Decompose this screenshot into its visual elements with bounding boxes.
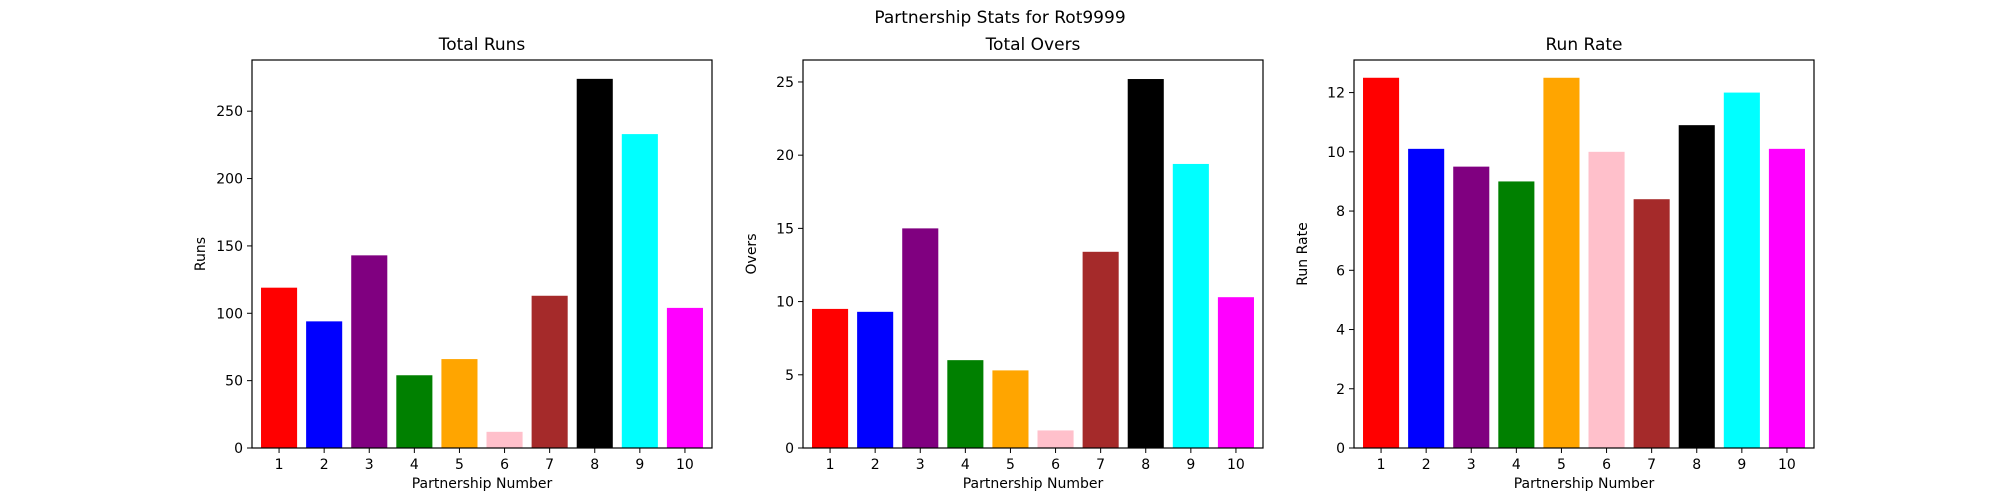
bar xyxy=(396,375,433,448)
x-tick-label: 5 xyxy=(1557,457,1566,473)
x-tick-label: 1 xyxy=(826,457,835,473)
x-tick-label: 8 xyxy=(590,457,599,473)
bar xyxy=(1037,430,1074,448)
bar xyxy=(1453,166,1490,448)
x-tick-label: 7 xyxy=(1096,457,1105,473)
x-tick-label: 9 xyxy=(1737,457,1746,473)
y-tick-label: 15 xyxy=(776,221,794,237)
y-axis-label: Run Rate xyxy=(1295,222,1311,285)
figure-title: Partnership Stats for Rot9999 xyxy=(874,8,1126,28)
x-tick-label: 9 xyxy=(635,457,644,473)
y-axis-label: Overs xyxy=(744,234,760,275)
y-tick-label: 50 xyxy=(225,374,243,390)
x-tick-label: 10 xyxy=(1227,457,1245,473)
bar xyxy=(576,78,613,449)
x-tick-label: 2 xyxy=(871,457,880,473)
y-tick-label: 25 xyxy=(776,75,794,91)
bar xyxy=(992,370,1029,448)
bar xyxy=(947,360,984,448)
x-tick-label: 2 xyxy=(1422,457,1431,473)
x-tick-label: 3 xyxy=(916,457,925,473)
y-tick-label: 250 xyxy=(216,104,243,120)
y-tick-label: 0 xyxy=(785,441,794,457)
bar xyxy=(1678,125,1715,448)
x-tick-label: 8 xyxy=(1692,457,1701,473)
bar xyxy=(812,308,849,448)
bar xyxy=(1633,199,1670,448)
y-axis-label: Runs xyxy=(193,237,209,271)
bar xyxy=(857,311,894,448)
x-tick-label: 4 xyxy=(410,457,419,473)
y-tick-label: 12 xyxy=(1327,86,1345,102)
bar xyxy=(902,228,939,448)
x-tick-label: 3 xyxy=(365,457,374,473)
x-tick-label: 8 xyxy=(1141,457,1150,473)
bar xyxy=(531,295,568,448)
y-tick-label: 6 xyxy=(1336,263,1345,279)
x-tick-label: 5 xyxy=(455,457,464,473)
x-tick-label: 2 xyxy=(320,457,329,473)
x-tick-label: 4 xyxy=(1512,457,1521,473)
panel-title: Total Runs xyxy=(438,35,526,55)
axes-frame xyxy=(1353,59,1815,449)
bar xyxy=(1082,251,1119,448)
y-tick-label: 20 xyxy=(776,148,794,164)
y-tick-label: 0 xyxy=(1336,441,1345,457)
bar xyxy=(351,255,388,448)
x-tick-label: 6 xyxy=(500,457,509,473)
bar xyxy=(441,359,478,448)
x-tick-label: 3 xyxy=(1467,457,1476,473)
y-tick-label: 8 xyxy=(1336,204,1345,220)
bar xyxy=(1543,77,1580,449)
x-tick-label: 7 xyxy=(545,457,554,473)
x-tick-label: 4 xyxy=(961,457,970,473)
x-tick-label: 7 xyxy=(1647,457,1656,473)
bar xyxy=(1217,297,1254,448)
y-tick-label: 150 xyxy=(216,239,243,255)
x-tick-label: 10 xyxy=(1778,457,1796,473)
axes-frame xyxy=(251,59,713,449)
x-axis-label: Partnership Number xyxy=(963,476,1104,492)
bar xyxy=(261,287,298,448)
x-tick-label: 9 xyxy=(1186,457,1195,473)
bar xyxy=(1408,148,1445,448)
x-axis-label: Partnership Number xyxy=(1514,476,1655,492)
bar xyxy=(306,321,343,448)
bar xyxy=(1768,148,1805,448)
y-tick-label: 5 xyxy=(785,368,794,384)
bar xyxy=(621,134,658,448)
bar xyxy=(666,307,703,448)
x-axis-label: Partnership Number xyxy=(412,476,553,492)
panel-title: Total Overs xyxy=(985,35,1081,55)
bar xyxy=(1588,151,1625,448)
bar xyxy=(1723,92,1760,448)
x-tick-label: 10 xyxy=(676,457,694,473)
x-tick-label: 5 xyxy=(1006,457,1015,473)
y-tick-label: 10 xyxy=(1327,145,1345,161)
y-tick-label: 100 xyxy=(216,306,243,322)
bar xyxy=(1498,181,1535,448)
panel-title: Run Rate xyxy=(1546,35,1623,55)
bar xyxy=(1172,163,1209,448)
y-tick-label: 4 xyxy=(1336,323,1345,339)
x-tick-label: 1 xyxy=(1377,457,1386,473)
x-tick-label: 6 xyxy=(1602,457,1611,473)
y-tick-label: 10 xyxy=(776,295,794,311)
bar xyxy=(1127,79,1164,448)
bar xyxy=(486,431,523,448)
y-tick-label: 200 xyxy=(216,172,243,188)
bar xyxy=(1363,77,1400,449)
chart-panel-2: 0 5 10 15 20 25 1 2 3 4 5 6 7 8 9 10 Total Overs Partners… xyxy=(744,35,1264,492)
axes-frame xyxy=(802,59,1264,449)
x-tick-label: 6 xyxy=(1051,457,1060,473)
y-tick-label: 0 xyxy=(234,441,243,457)
x-tick-label: 1 xyxy=(275,457,284,473)
chart-panel-1: 0 50 100 150 200 250 1 2 3 4 5 6 7 8 9 10 Total Runs Part… xyxy=(193,35,713,492)
y-tick-label: 2 xyxy=(1336,382,1345,398)
